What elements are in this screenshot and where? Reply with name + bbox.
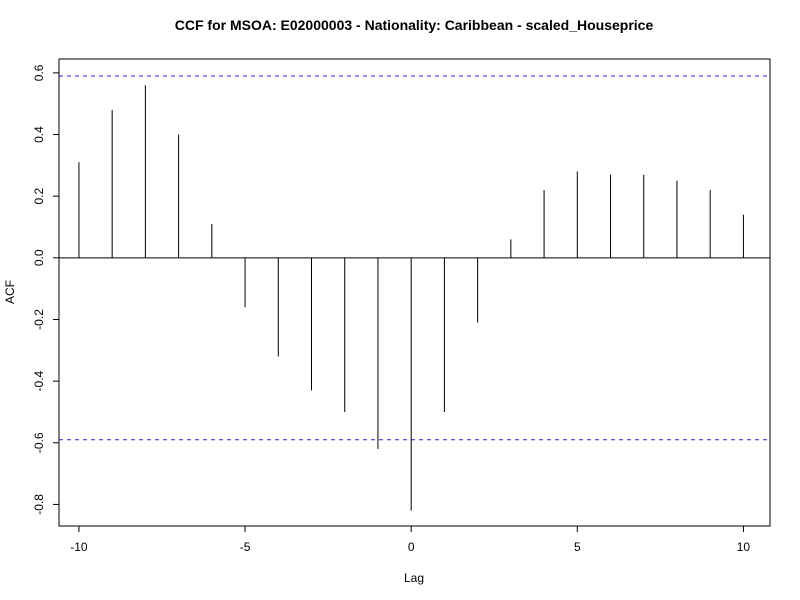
y-tick-label: 0.0 [32,249,46,266]
y-axis-label: ACF [3,280,17,304]
y-tick-label: -0.4 [32,370,46,391]
y-tick-label: -0.8 [32,494,46,515]
chart-title: CCF for MSOA: E02000003 - Nationality: C… [175,17,654,33]
ccf-bars [78,85,744,511]
y-tick-label: -0.6 [32,432,46,453]
y-tick-label: 0.6 [32,64,46,81]
plot-frame [58,58,771,527]
x-tick-label: -5 [240,540,251,554]
y-tick-label: -0.2 [32,309,46,330]
x-tick-label: 5 [574,540,581,554]
confidence-lines [59,75,770,441]
x-tick-label: 0 [408,540,415,554]
x-tick-label: -10 [70,540,88,554]
y-tick-label: 0.4 [32,126,46,143]
y-axis: -0.8 -0.6 -0.4 -0.2 0.0 0.2 0.4 0.6 [32,64,59,515]
x-axis-label: Lag [404,571,424,585]
x-tick-label: 10 [737,540,751,554]
x-axis: -10 -5 0 5 10 [70,526,750,554]
y-tick-label: 0.2 [32,188,46,205]
